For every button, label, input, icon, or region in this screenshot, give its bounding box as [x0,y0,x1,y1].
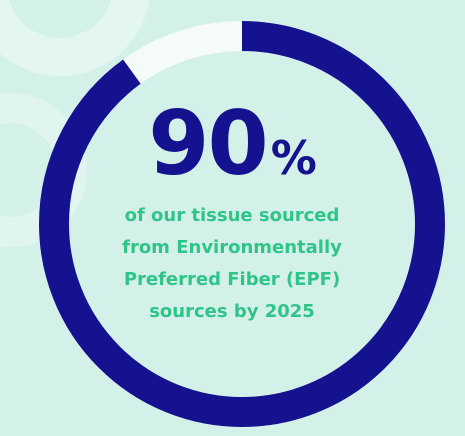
caption-line-3: Preferred Fiber (EPF) [123,269,341,290]
stat-headline: 90% [0,100,465,188]
caption-line-4: sources by 2025 [149,301,315,322]
progress-ring-fill [39,21,445,427]
stat-unit: % [270,131,317,185]
stat-value: 90 [148,92,268,195]
caption-line-2: from Environmentally [122,237,342,258]
decor-circle-top [0,0,150,76]
stat-caption: of our tissue sourced from Environmental… [82,200,382,328]
caption-line-1: of our tissue sourced [124,205,340,226]
